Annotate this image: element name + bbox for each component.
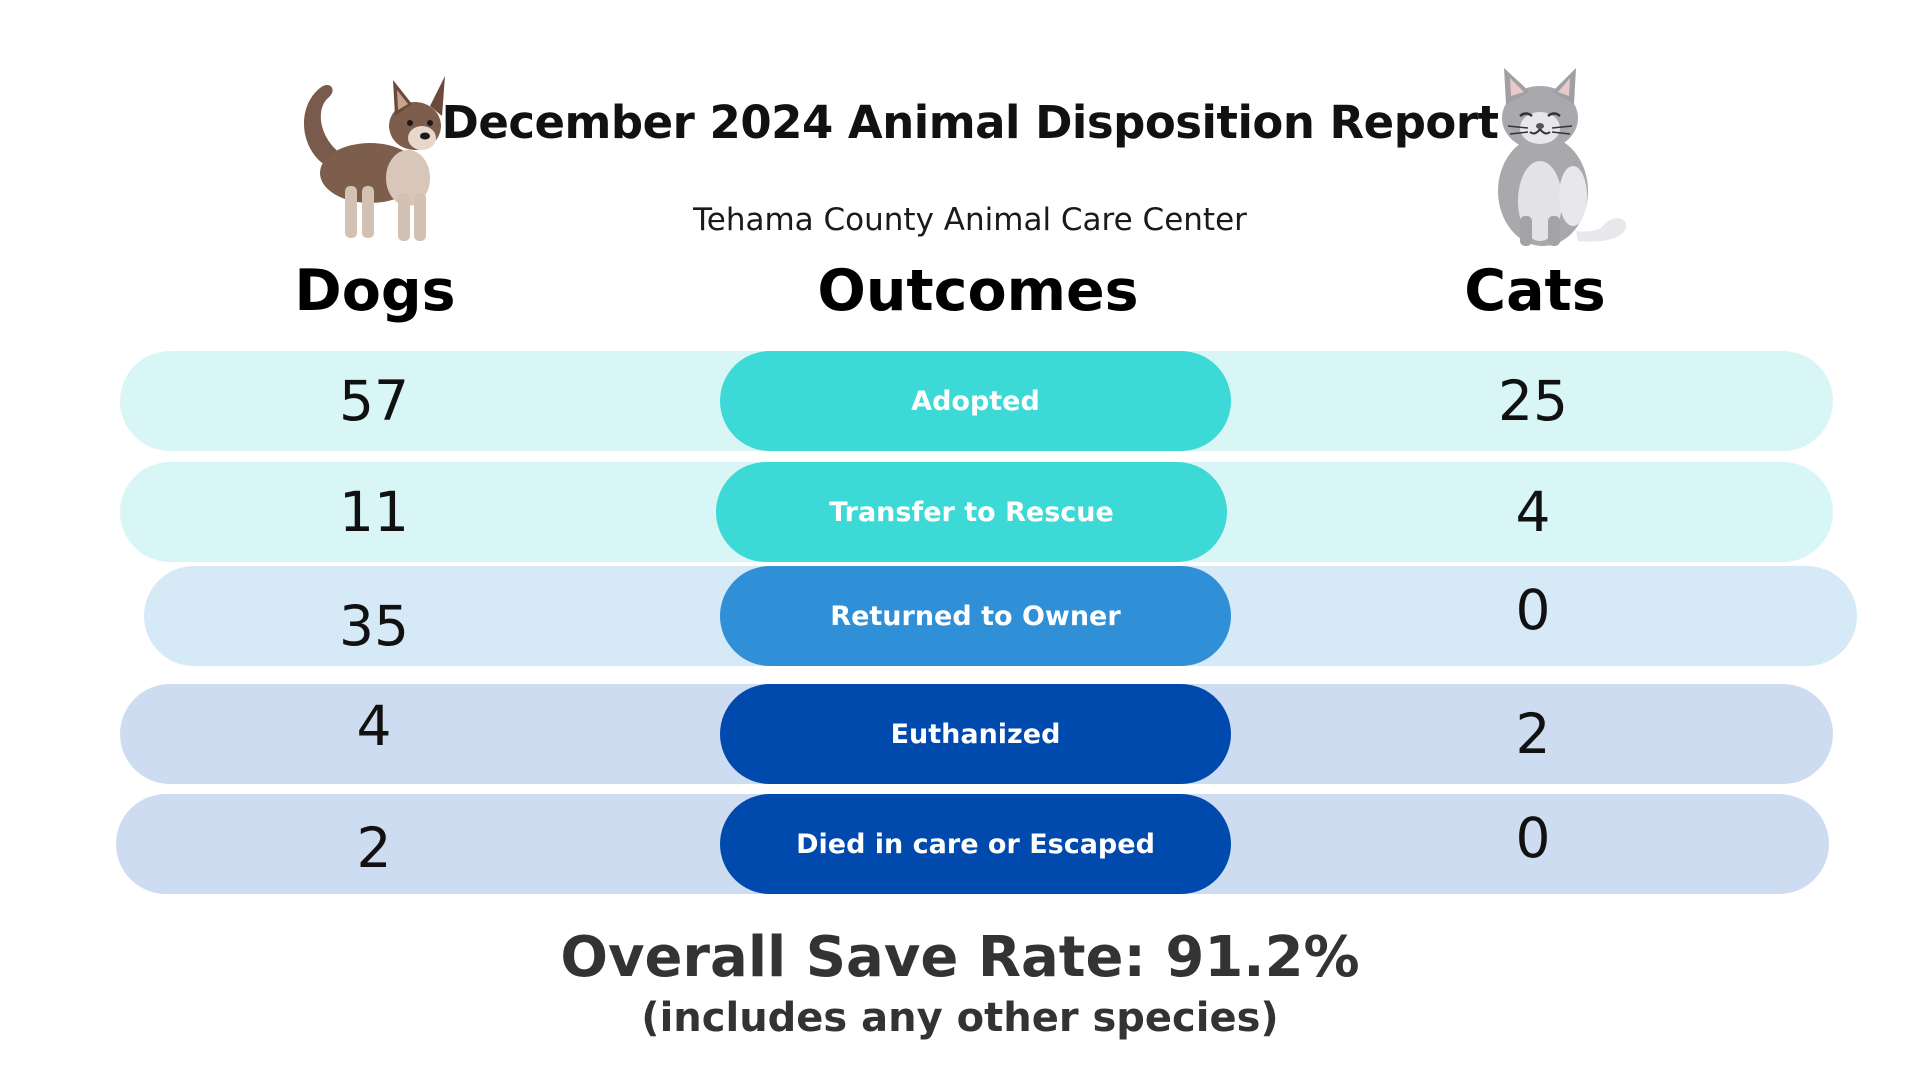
cats-count: 0 [1515,806,1551,870]
save-rate: Overall Save Rate: 91.2% [560,925,1360,990]
column-header-outcomes: Outcomes [817,258,1139,324]
dog-illustration [303,76,445,241]
cats-count: 0 [1515,578,1551,642]
outcome-label: Transfer to Rescue [716,462,1227,562]
cats-count: 25 [1498,369,1568,433]
column-header-cats: Cats [1464,258,1606,324]
cats-count: 2 [1515,702,1551,766]
dogs-count: 4 [356,694,392,758]
dogs-count: 57 [339,369,409,433]
dogs-count: 35 [339,594,409,658]
dogs-count: 2 [356,816,392,880]
outcome-label: Adopted [720,351,1231,451]
outcome-label: Died in care or Escaped [720,794,1231,894]
save-rate-note: (includes any other species) [641,995,1279,1041]
cats-count: 4 [1515,480,1551,544]
outcome-label: Euthanized [720,684,1231,784]
report-subtitle: Tehama County Animal Care Center [693,202,1247,238]
cat-illustration [1498,68,1627,246]
column-header-dogs: Dogs [294,258,456,324]
report-title: December 2024 Animal Disposition Report [441,96,1499,149]
dogs-count: 11 [339,480,409,544]
outcome-label: Returned to Owner [720,566,1231,666]
